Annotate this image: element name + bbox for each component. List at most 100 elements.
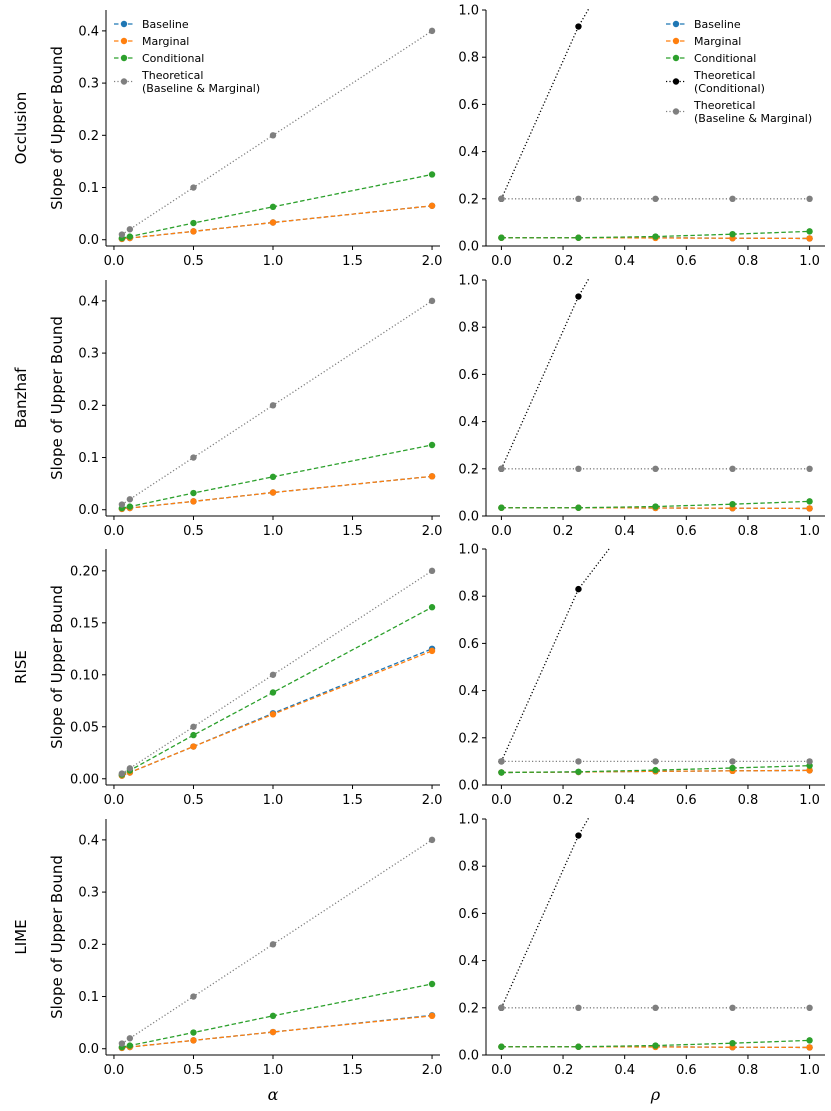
plot-area <box>118 27 436 243</box>
legend-label: Theoretical (Baseline & Marginal) <box>141 69 260 95</box>
x-tick-label: 1.0 <box>799 524 820 539</box>
data-point <box>729 1004 736 1011</box>
plot-area <box>498 9 813 242</box>
series-theoretical-conditional <box>498 9 590 202</box>
legend-label: Baseline <box>142 18 189 31</box>
plot-area <box>118 567 436 779</box>
series-conditional <box>118 441 436 512</box>
data-point <box>269 1028 277 1036</box>
x-tick-label: 0.6 <box>676 793 697 808</box>
legend-marker <box>120 78 128 85</box>
chart-occlusion-rho: 0.0 0.2 0.4 0.6 0.8 1.0 0.0 0.2 0.4 0.6 0.8 1.0 Base… <box>458 4 825 269</box>
y-tick-label: 0.20 <box>70 564 99 579</box>
y-tick-label: 0.4 <box>78 294 99 309</box>
chart-lime-alpha: 0.0 0.5 1.0 1.5 2.0 0.0 0.1 0.2 0.3 0.4 Slope of U… <box>12 819 442 1104</box>
y-tick-label: 0.1 <box>78 990 99 1005</box>
legend: Baseline Marginal Conditional Theoretical (C… <box>666 18 812 125</box>
y-tick-label: 0.2 <box>458 1001 479 1016</box>
row-label-lime: LIME <box>12 919 30 954</box>
series-conditional <box>498 1037 813 1050</box>
data-point <box>575 1043 582 1050</box>
legend-label: Marginal <box>142 35 189 48</box>
legend-item-conditional: Conditional <box>114 52 204 65</box>
data-point <box>806 228 813 235</box>
series-line <box>121 570 433 775</box>
series-line <box>500 9 590 200</box>
x-tick-label: 1.5 <box>342 793 363 808</box>
y-tick-label: 0.2 <box>78 399 99 414</box>
data-point <box>729 195 736 202</box>
x-tick-label: 2.0 <box>422 254 443 269</box>
y-tick-label: 0.3 <box>78 347 99 362</box>
data-point <box>428 473 436 480</box>
row-label-rise: RISE <box>12 650 30 684</box>
legend: Baseline Marginal Conditional Theoretical (B… <box>114 18 260 95</box>
series-line <box>121 205 433 240</box>
legend-marker <box>672 54 680 62</box>
data-point <box>575 768 582 775</box>
data-point <box>428 647 436 655</box>
x-tick-label: 2.0 <box>422 524 443 539</box>
y-tick-label: 0.15 <box>70 616 99 631</box>
x-tick-label: 0.4 <box>614 524 635 539</box>
data-point <box>498 504 505 511</box>
y-axis-label: Slope of Upper Bound <box>48 46 66 210</box>
data-point <box>428 441 436 449</box>
series-marginal <box>118 202 436 243</box>
y-axis-label: Slope of Upper Bound <box>48 585 66 749</box>
x-tick-label: 0.2 <box>553 524 574 539</box>
y-tick-label: 0.4 <box>458 415 479 430</box>
row-label-banzhaf: Banzhaf <box>12 367 30 429</box>
legend-label: Baseline <box>694 18 741 31</box>
data-point <box>126 503 134 510</box>
y-tick-label: 0.3 <box>78 886 99 901</box>
y-tick-label: 0.3 <box>78 77 99 92</box>
x-tick-label: 0.8 <box>738 1063 759 1078</box>
y-tick-label: 0.0 <box>458 779 479 794</box>
data-point <box>806 1044 813 1051</box>
x-tick-label: 0.0 <box>104 524 125 539</box>
y-tick-label: 0.1 <box>78 181 99 196</box>
y-tick-label: 1.0 <box>458 274 479 289</box>
data-point <box>498 195 505 202</box>
legend-item-baseline: Baseline <box>666 18 741 31</box>
data-point <box>269 219 277 226</box>
x-tick-label: 2.0 <box>422 1063 443 1078</box>
data-point <box>498 1004 505 1011</box>
data-point <box>575 832 582 839</box>
data-point <box>652 1004 659 1011</box>
x-tick-label: 0.4 <box>614 1063 635 1078</box>
data-point <box>269 711 277 718</box>
data-point <box>269 132 277 139</box>
series-line <box>121 300 433 506</box>
legend-item-marginal: Marginal <box>114 35 189 48</box>
data-point <box>428 202 436 209</box>
series-line <box>121 839 433 1045</box>
data-point <box>428 27 436 35</box>
data-point <box>806 505 813 512</box>
data-point <box>428 604 436 611</box>
y-tick-label: 0.0 <box>78 503 99 518</box>
chart-occlusion-alpha: 0.0 0.5 1.0 1.5 2.0 0.0 0.1 0.2 0.3 0.4 Slope of U… <box>12 10 442 269</box>
x-tick-label: 1.0 <box>799 793 820 808</box>
data-point <box>652 233 659 240</box>
series-marginal <box>118 1012 436 1052</box>
plot-area <box>498 279 813 512</box>
x-tick-label: 1.0 <box>263 1063 284 1078</box>
legend-item-marginal: Marginal <box>666 35 741 48</box>
data-point <box>575 23 582 30</box>
x-tick-label: 0.2 <box>553 254 574 269</box>
data-point <box>806 767 813 774</box>
data-point <box>269 402 277 409</box>
x-tick-label: 1.0 <box>799 254 820 269</box>
legend-marker <box>672 20 680 28</box>
x-tick-label: 1.0 <box>263 524 284 539</box>
y-tick-label: 0.00 <box>70 772 99 787</box>
plot-area <box>498 818 813 1051</box>
series-theoretical-baseline-marginal <box>498 758 813 765</box>
x-tick-label: 0.0 <box>491 254 512 269</box>
series-theoretical-baseline-marginal <box>118 27 436 238</box>
x-tick-label: 0.0 <box>491 793 512 808</box>
y-axis-label: Slope of Upper Bound <box>48 855 66 1019</box>
data-point <box>190 454 197 461</box>
